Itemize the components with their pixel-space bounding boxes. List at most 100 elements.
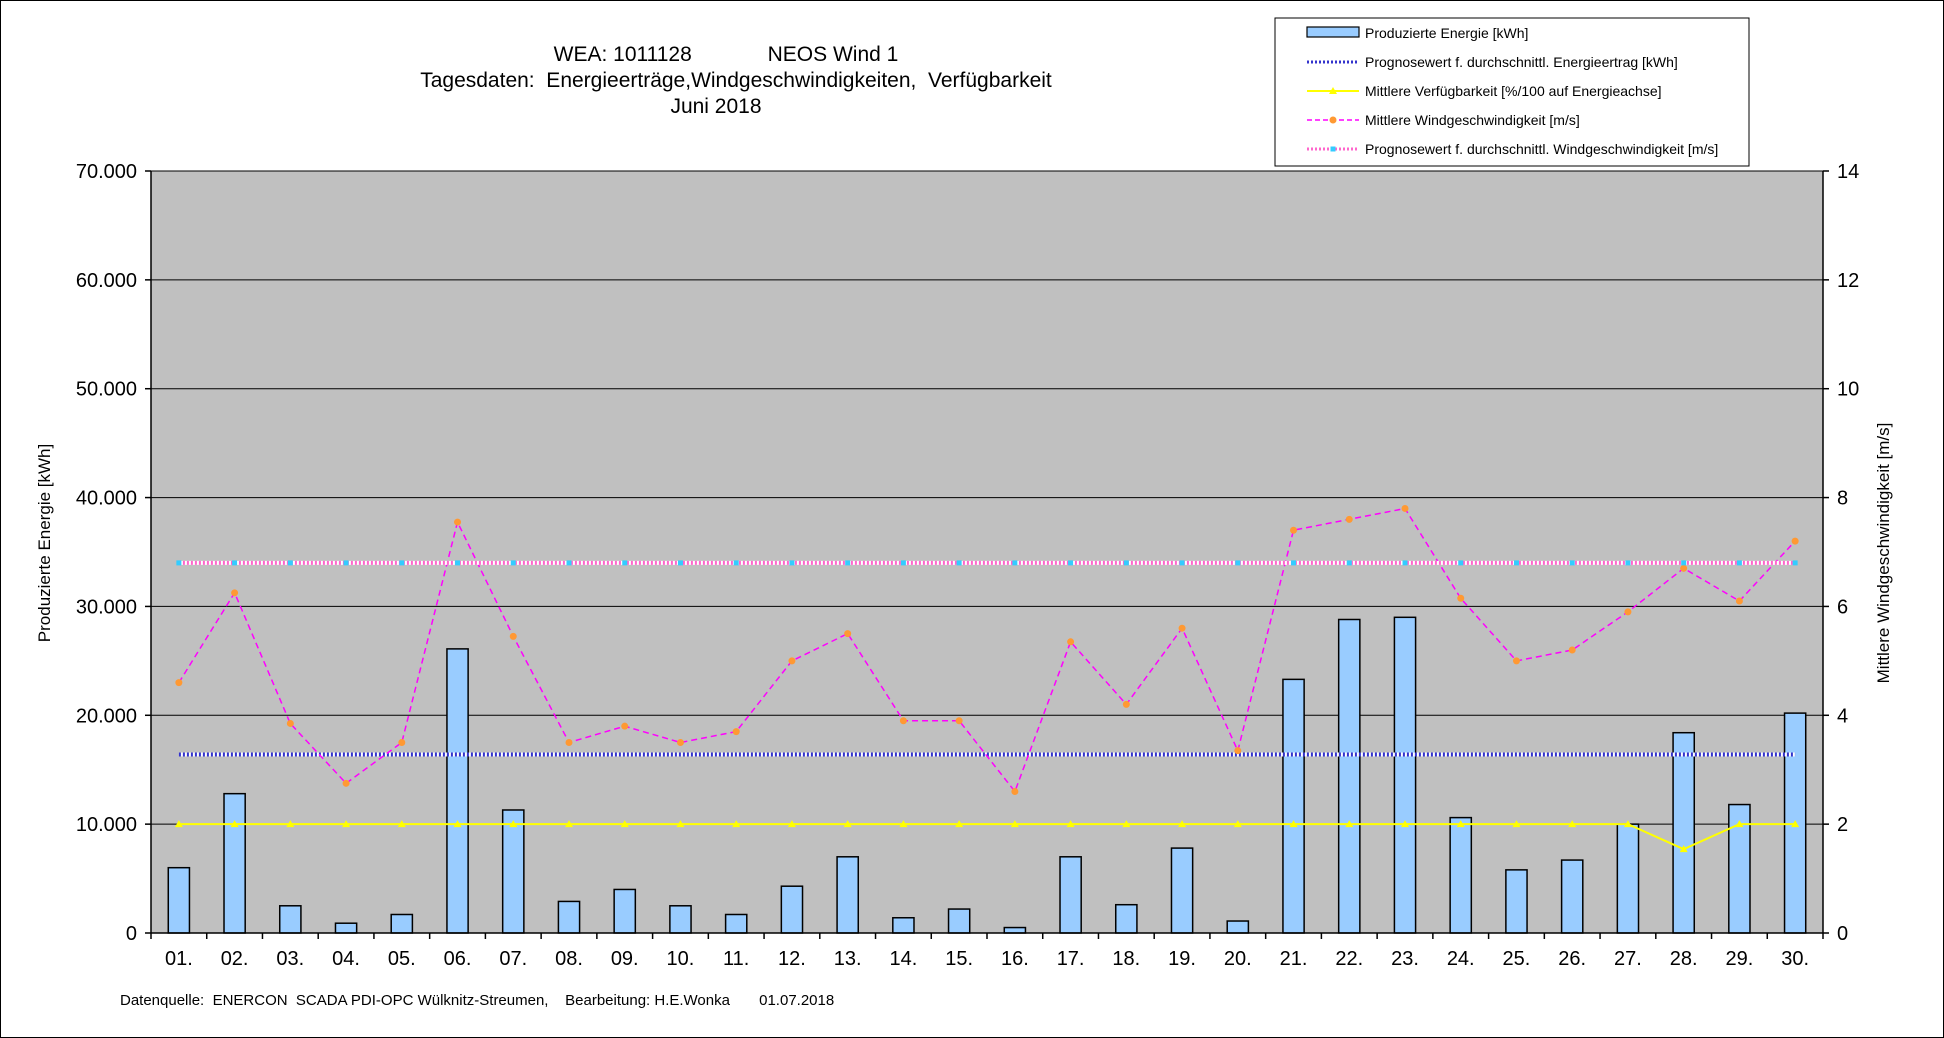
availability-marker bbox=[1568, 820, 1577, 828]
availability-marker bbox=[676, 820, 685, 828]
left-axis-tick-labels: 0 10.000 20.000 30.000 40.000 50.000 60.000 70.… bbox=[76, 161, 137, 945]
wind-speed-marker bbox=[621, 722, 629, 730]
wind-forecast-marker bbox=[900, 560, 906, 566]
availability-marker bbox=[1233, 820, 1242, 828]
energy-bar bbox=[1505, 869, 1528, 934]
x-tick-label: 06. bbox=[444, 948, 472, 970]
wind-forecast-marker bbox=[399, 560, 405, 566]
availability-marker bbox=[1066, 820, 1075, 828]
x-tick-label: 18. bbox=[1112, 948, 1140, 970]
x-tick-label: 14. bbox=[889, 948, 917, 970]
wind-forecast-marker bbox=[1569, 560, 1575, 566]
wind-speed-marker bbox=[342, 779, 350, 787]
availability-marker bbox=[1401, 820, 1409, 828]
right-axis-tick-labels: 0 2 4 6 8 10 12 14 bbox=[1837, 161, 1859, 945]
wind-speed-marker bbox=[1457, 594, 1465, 602]
legend-label: Mittlere Windgeschwindigkeit [m/s] bbox=[1365, 112, 1580, 128]
x-tick-label: 13. bbox=[834, 948, 862, 970]
energy-bar bbox=[278, 905, 302, 934]
wind-speed-marker bbox=[788, 657, 796, 665]
series-2 bbox=[174, 820, 1800, 853]
energy-bar bbox=[223, 792, 246, 934]
wind-forecast-marker bbox=[1681, 560, 1687, 566]
availability-marker bbox=[787, 820, 796, 828]
left-tick-label: 30.000 bbox=[76, 596, 137, 618]
wind-forecast-marker bbox=[1736, 560, 1742, 566]
x-tick-label: 27. bbox=[1614, 948, 1642, 970]
right-tick-label: 10 bbox=[1837, 379, 1859, 401]
x-tick-label: 29. bbox=[1725, 948, 1753, 970]
legend-label: Prognosewert f. durchschnittl. Energieer… bbox=[1365, 54, 1678, 70]
x-tick-label: 24. bbox=[1447, 948, 1475, 970]
wind-forecast-marker bbox=[1068, 560, 1074, 566]
wind-forecast-marker bbox=[287, 560, 293, 566]
energy-bar bbox=[836, 856, 860, 934]
x-tick-label: 22. bbox=[1335, 948, 1363, 970]
energy-bar bbox=[446, 648, 469, 934]
energy-bar bbox=[1616, 823, 1640, 934]
energy-bar bbox=[1170, 847, 1194, 934]
legend-entry-3: Mittlere Windgeschwindigkeit [m/s] bbox=[1307, 112, 1580, 128]
x-tick-label: 20. bbox=[1224, 948, 1252, 970]
energy-bar bbox=[501, 809, 525, 934]
x-tick-label: 25. bbox=[1503, 948, 1531, 970]
availability-marker bbox=[174, 820, 183, 828]
availability-line bbox=[178, 823, 1796, 851]
availability-marker bbox=[1456, 820, 1465, 828]
availability-marker bbox=[1679, 845, 1688, 853]
wind-speed-marker bbox=[955, 717, 963, 725]
wind-forecast-marker bbox=[343, 560, 349, 566]
wind-speed-line bbox=[178, 507, 1796, 794]
energy-bar bbox=[1059, 856, 1082, 934]
wind-speed-marker bbox=[231, 589, 239, 597]
x-tick-label: 19. bbox=[1168, 948, 1196, 970]
energy-bar bbox=[334, 922, 358, 934]
x-axis-tick-labels: 01. 02. 03. 04. 05. 06. 07. 08. 09. 10. 11. 12. 13. 1… bbox=[165, 948, 1809, 970]
energy-bar bbox=[1672, 731, 1696, 934]
energy-bar bbox=[669, 905, 692, 934]
availability-marker bbox=[286, 820, 295, 828]
legend-entry-0: Produzierte Energie [kWh] bbox=[1306, 25, 1528, 41]
wind-forecast-marker bbox=[176, 560, 182, 566]
left-tick-label: 50.000 bbox=[76, 379, 137, 401]
x-tick-label: 10. bbox=[667, 948, 695, 970]
availability-marker bbox=[397, 820, 406, 828]
x-tick-label: 16. bbox=[1001, 948, 1029, 970]
energy-bar bbox=[1282, 678, 1305, 934]
energy-bar bbox=[1003, 926, 1027, 934]
wind-forecast-marker bbox=[789, 560, 795, 566]
wind-speed-marker bbox=[286, 719, 294, 727]
energy-bar bbox=[1449, 816, 1473, 934]
availability-marker bbox=[1623, 820, 1632, 828]
wind-speed-marker bbox=[1290, 526, 1298, 534]
legend-entry-2: Mittlere Verfügbarkeit [%/100 auf Energi… bbox=[1307, 83, 1662, 99]
wind-speed-marker bbox=[1011, 787, 1019, 795]
availability-marker bbox=[1512, 820, 1521, 828]
x-tick-label: 04. bbox=[332, 948, 360, 970]
left-tick-label: 0 bbox=[126, 923, 137, 945]
availability-marker bbox=[1345, 820, 1354, 828]
wind-forecast-marker bbox=[1402, 560, 1408, 566]
wind-forecast-marker bbox=[1625, 560, 1631, 566]
chart-title: WEA: 1011128 NEOS Wind 1 Tagesdaten: Ene… bbox=[420, 43, 1052, 118]
legend-entry-4: Prognosewert f. durchschnittl. Windgesch… bbox=[1307, 141, 1718, 157]
wind-speed-marker bbox=[1624, 608, 1632, 616]
right-tick-label: 4 bbox=[1837, 705, 1848, 727]
availability-marker bbox=[620, 820, 629, 828]
energy-bar bbox=[1114, 903, 1138, 934]
x-tick-label: 26. bbox=[1558, 948, 1586, 970]
energy-bar bbox=[613, 888, 637, 934]
wind-forecast-marker bbox=[845, 560, 851, 566]
availability-marker bbox=[843, 820, 852, 828]
left-tick-label: 60.000 bbox=[76, 270, 137, 292]
x-tick-label: 23. bbox=[1391, 948, 1419, 970]
right-tick-label: 0 bbox=[1837, 923, 1848, 945]
wind-speed-marker bbox=[565, 739, 573, 746]
left-axis-title: Produzierte Energie [kWh] bbox=[35, 444, 54, 642]
x-tick-label: 12. bbox=[778, 948, 806, 970]
legend-label: Prognosewert f. durchschnittl. Windgesch… bbox=[1365, 141, 1718, 157]
wind-forecast-marker bbox=[1346, 560, 1352, 566]
right-tick-label: 2 bbox=[1837, 814, 1848, 836]
wind-speed-marker bbox=[1791, 537, 1799, 545]
wind-speed-marker bbox=[1735, 597, 1743, 605]
